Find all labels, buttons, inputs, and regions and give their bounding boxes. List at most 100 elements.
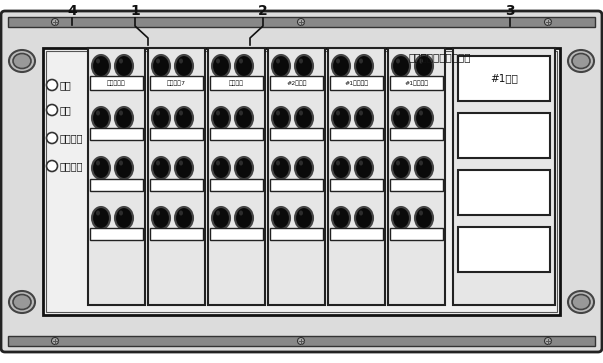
Bar [270,228,323,240]
Ellipse shape [392,207,410,229]
Ellipse shape [392,157,410,179]
Ellipse shape [396,110,400,115]
Ellipse shape [156,58,160,64]
Bar [90,228,143,240]
Ellipse shape [396,160,400,166]
Ellipse shape [152,157,170,179]
Circle shape [46,160,57,171]
Bar [210,76,263,90]
Ellipse shape [152,207,170,229]
Text: 漏水事发端: 漏水事发端 [107,80,126,86]
Ellipse shape [299,110,303,115]
Ellipse shape [212,157,230,179]
Bar [390,228,443,240]
Ellipse shape [392,107,410,129]
Bar [270,179,323,191]
Bar [330,76,383,90]
Ellipse shape [295,157,313,179]
Ellipse shape [299,211,303,216]
Bar [148,48,205,305]
Ellipse shape [212,207,230,229]
Ellipse shape [295,207,313,229]
Ellipse shape [276,58,280,64]
Ellipse shape [92,207,110,229]
Ellipse shape [239,160,243,166]
Bar [210,128,263,140]
Ellipse shape [115,157,133,179]
Text: 3: 3 [505,4,515,18]
Ellipse shape [239,211,243,216]
Ellipse shape [235,157,253,179]
Text: #1消防水泵: #1消防水泵 [344,80,368,86]
Ellipse shape [216,110,220,115]
Ellipse shape [9,50,35,72]
Bar [8,336,595,346]
Bar [90,128,143,140]
Ellipse shape [336,110,340,115]
Bar [8,17,595,27]
Ellipse shape [415,157,433,179]
Ellipse shape [115,55,133,77]
Ellipse shape [568,50,594,72]
Ellipse shape [359,160,363,166]
Ellipse shape [156,211,160,216]
Ellipse shape [272,157,290,179]
Bar [458,170,550,215]
Circle shape [46,79,57,90]
Ellipse shape [336,160,340,166]
Ellipse shape [276,110,280,115]
Ellipse shape [179,58,183,64]
Ellipse shape [216,211,220,216]
Ellipse shape [276,211,280,216]
Ellipse shape [152,55,170,77]
Ellipse shape [272,55,290,77]
Ellipse shape [272,107,290,129]
Bar [88,48,145,305]
Ellipse shape [419,58,423,64]
Ellipse shape [272,207,290,229]
Ellipse shape [332,157,350,179]
Ellipse shape [239,110,243,115]
Ellipse shape [156,110,160,115]
Circle shape [51,19,58,25]
FancyBboxPatch shape [1,11,602,352]
Bar [90,76,143,90]
Bar [330,179,383,191]
Ellipse shape [415,207,433,229]
Ellipse shape [332,107,350,129]
Ellipse shape [419,211,423,216]
Ellipse shape [96,110,100,115]
Ellipse shape [239,58,243,64]
Ellipse shape [92,157,110,179]
Ellipse shape [359,211,363,216]
Text: 充排风机7: 充排风机7 [167,80,186,86]
Ellipse shape [212,107,230,129]
Text: 口消防池: 口消防池 [229,80,244,86]
Ellipse shape [276,160,280,166]
Bar [458,227,550,272]
Ellipse shape [115,107,133,129]
Ellipse shape [419,160,423,166]
Bar [270,128,323,140]
Circle shape [297,19,305,25]
Ellipse shape [175,55,193,77]
Ellipse shape [119,58,123,64]
Ellipse shape [179,211,183,216]
Ellipse shape [119,211,123,216]
Ellipse shape [396,58,400,64]
Bar [330,128,383,140]
Ellipse shape [359,110,363,115]
Bar [210,228,263,240]
Ellipse shape [96,58,100,64]
Ellipse shape [96,160,100,166]
Ellipse shape [216,58,220,64]
Ellipse shape [295,107,313,129]
Ellipse shape [359,58,363,64]
Ellipse shape [332,55,350,77]
Ellipse shape [216,160,220,166]
Bar [208,48,265,305]
Text: #2消制冷: #2消制冷 [286,80,307,86]
Bar [150,179,203,191]
Bar [150,76,203,90]
Bar [46,51,557,312]
